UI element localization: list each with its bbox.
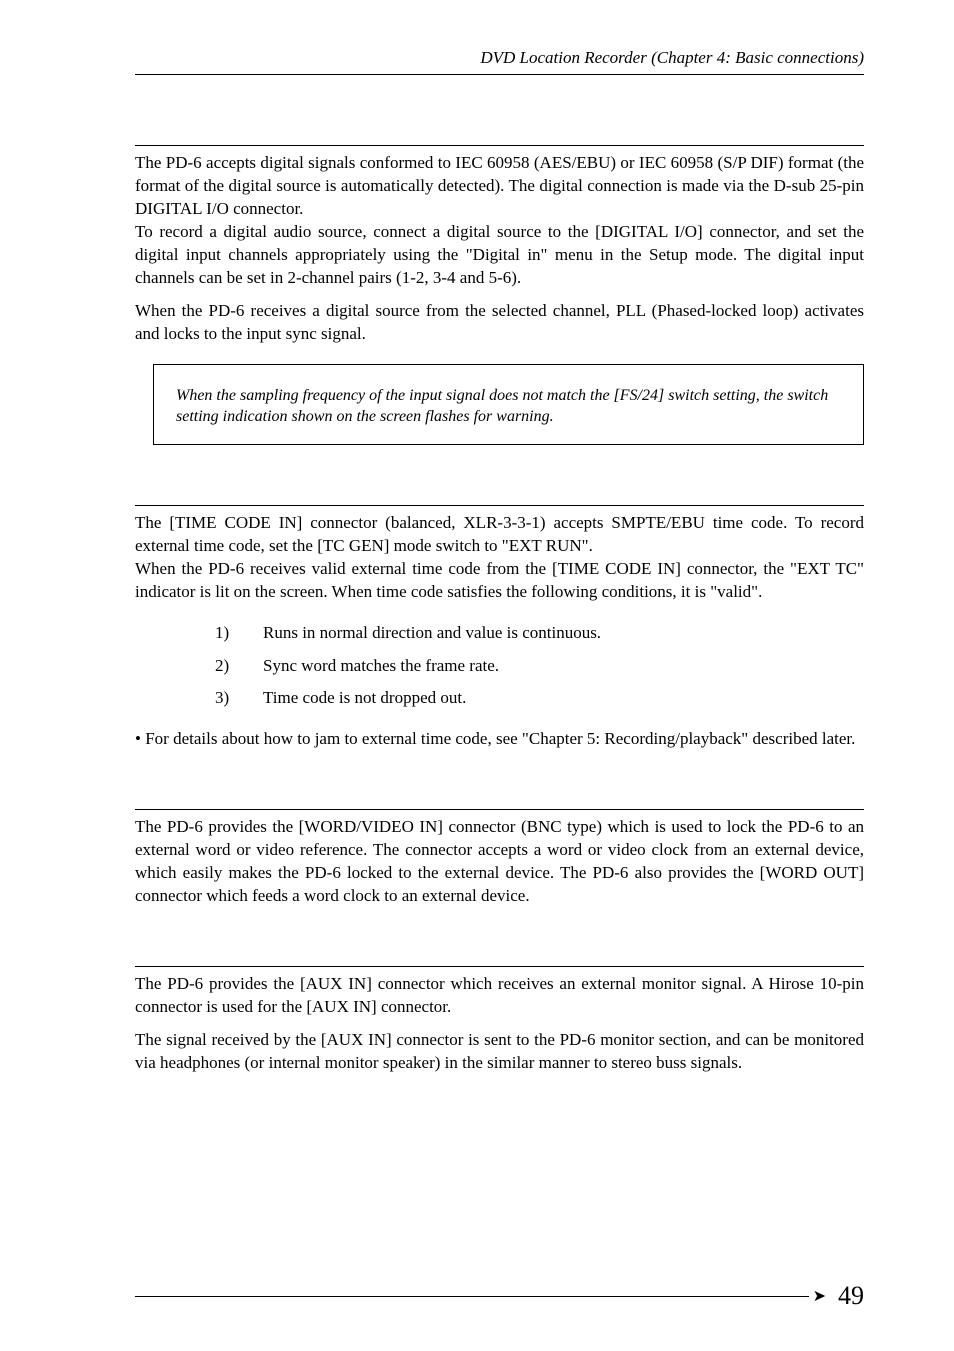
note-box: When the sampling frequency of the input… bbox=[153, 364, 864, 445]
paragraph: The [TIME CODE IN] connector (balanced, … bbox=[135, 512, 864, 558]
header-text: DVD Location Recorder (Chapter 4: Basic … bbox=[480, 48, 864, 67]
section-word-video: The PD-6 provides the [WORD/VIDEO IN] co… bbox=[135, 809, 864, 908]
paragraph: To record a digital audio source, connec… bbox=[135, 221, 864, 290]
section-rule bbox=[135, 145, 864, 146]
section-aux-in: The PD-6 provides the [AUX IN] connector… bbox=[135, 966, 864, 1075]
numbered-list: 1) Runs in normal direction and value is… bbox=[215, 617, 864, 714]
list-text: Runs in normal direction and value is co… bbox=[263, 617, 601, 649]
page-footer: ➤ 49 bbox=[135, 1281, 864, 1311]
list-number: 3) bbox=[215, 682, 263, 714]
list-number: 2) bbox=[215, 650, 263, 682]
list-number: 1) bbox=[215, 617, 263, 649]
paragraph: The PD-6 accepts digital signals conform… bbox=[135, 152, 864, 221]
paragraph: When the PD-6 receives valid external ti… bbox=[135, 558, 864, 604]
footer-rule bbox=[135, 1296, 809, 1297]
list-text: Time code is not dropped out. bbox=[263, 682, 466, 714]
arrow-icon: ➤ bbox=[813, 1286, 826, 1306]
section-rule bbox=[135, 505, 864, 506]
list-item: 3) Time code is not dropped out. bbox=[215, 682, 864, 714]
paragraph: The PD-6 provides the [AUX IN] connector… bbox=[135, 973, 864, 1019]
paragraph: When the PD-6 receives a digital source … bbox=[135, 300, 864, 346]
section-rule bbox=[135, 966, 864, 967]
list-item: 1) Runs in normal direction and value is… bbox=[215, 617, 864, 649]
page-header: DVD Location Recorder (Chapter 4: Basic … bbox=[135, 48, 864, 75]
list-item: 2) Sync word matches the frame rate. bbox=[215, 650, 864, 682]
page-number: 49 bbox=[838, 1281, 864, 1311]
list-text: Sync word matches the frame rate. bbox=[263, 650, 499, 682]
bullet-paragraph: • For details about how to jam to extern… bbox=[135, 728, 864, 751]
note-text: When the sampling frequency of the input… bbox=[176, 385, 841, 428]
section-rule bbox=[135, 809, 864, 810]
section-timecode: The [TIME CODE IN] connector (balanced, … bbox=[135, 505, 864, 752]
page-container: DVD Location Recorder (Chapter 4: Basic … bbox=[0, 0, 954, 1351]
section-digital-io: The PD-6 accepts digital signals conform… bbox=[135, 145, 864, 445]
paragraph: The PD-6 provides the [WORD/VIDEO IN] co… bbox=[135, 816, 864, 908]
paragraph: The signal received by the [AUX IN] conn… bbox=[135, 1029, 864, 1075]
